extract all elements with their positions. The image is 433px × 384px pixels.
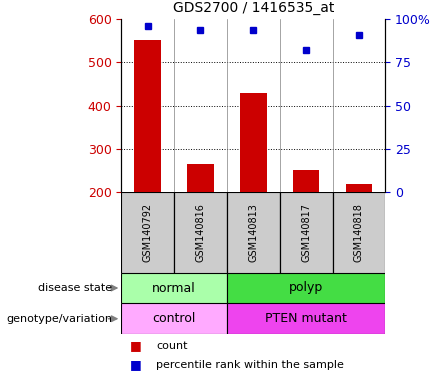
Text: PTEN mutant: PTEN mutant [265, 312, 347, 325]
Text: disease state: disease state [39, 283, 113, 293]
Text: polyp: polyp [289, 281, 323, 295]
Bar [293, 170, 320, 192]
Bar [121, 303, 227, 334]
Bar [135, 40, 161, 192]
Bar [174, 192, 227, 273]
Title: GDS2700 / 1416535_at: GDS2700 / 1416535_at [173, 2, 334, 15]
Text: genotype/variation: genotype/variation [6, 314, 113, 324]
Bar [240, 93, 267, 192]
Bar [187, 164, 214, 192]
Text: GSM140792: GSM140792 [142, 203, 153, 262]
Text: count: count [156, 341, 187, 351]
Bar [280, 192, 333, 273]
Bar [227, 192, 280, 273]
Bar [121, 273, 227, 303]
Text: GSM140818: GSM140818 [354, 203, 364, 262]
Text: percentile rank within the sample: percentile rank within the sample [156, 360, 344, 370]
Bar [346, 184, 372, 192]
Bar [227, 303, 385, 334]
Bar [121, 192, 174, 273]
Bar [227, 273, 385, 303]
Text: ■: ■ [130, 339, 142, 352]
Text: control: control [152, 312, 196, 325]
Text: GSM140813: GSM140813 [248, 203, 259, 262]
Text: GSM140816: GSM140816 [195, 203, 206, 262]
Text: normal: normal [152, 281, 196, 295]
Bar [333, 192, 385, 273]
Text: ■: ■ [130, 358, 142, 371]
Text: GSM140817: GSM140817 [301, 203, 311, 262]
